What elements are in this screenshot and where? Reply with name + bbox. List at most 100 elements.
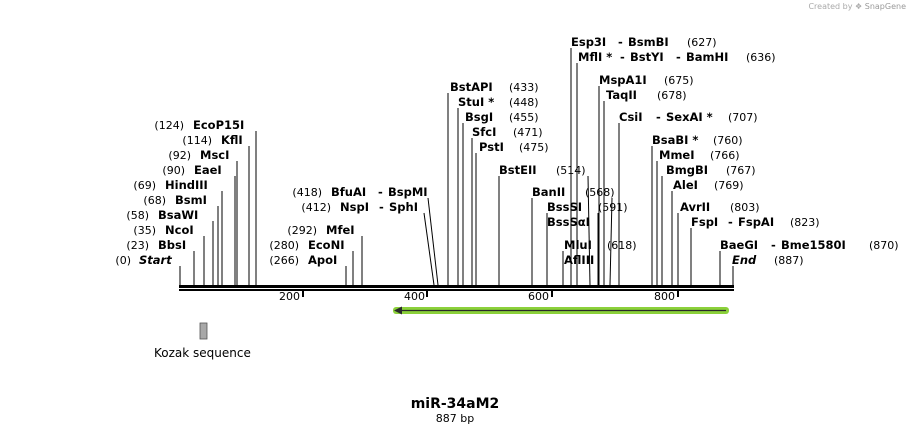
site-name-alt[interactable]: SphI [389,200,418,214]
end-label: End [732,253,757,267]
site-pos: (455) [509,111,539,124]
site-pos: (124) [154,119,184,132]
site-name-alt[interactable]: BstYI [630,50,664,64]
construct-length: 887 bp [436,412,474,425]
site-pos: (766) [710,149,740,162]
site-pos: (678) [657,89,687,102]
site-pos: (92) [168,149,191,162]
site-name[interactable]: FspI [691,215,718,229]
site-name[interactable]: MfeI [326,223,355,237]
site-pos: (58) [126,209,149,222]
site-pos: (35) [133,224,156,237]
ruler-tick-label: 200 [279,290,300,303]
site-name-alt[interactable]: SexAI * [666,110,713,124]
site-name[interactable]: AleI [673,178,698,192]
right-site-labels: Esp3I - BsmBI (627) MflI * - BstYI - Bam… [571,35,899,267]
site-pos: (292) [287,224,317,237]
site-separator: - [618,35,623,49]
backbone-top-strand [179,285,734,288]
site-name[interactable]: BaeGI [720,238,758,252]
site-pos: (114) [182,134,212,147]
upper-site-labels: BstAPI (433) StuI * (448) BsgI (455) Sfc… [450,80,637,267]
site-name[interactable]: BfuAI [331,185,366,199]
site-name-alt[interactable]: FspAI [738,215,774,229]
site-name[interactable]: NcoI [165,223,194,237]
site-pos: (433) [509,81,539,94]
site-name[interactable]: EcoP15I [193,118,244,132]
site-name[interactable]: MflI * [578,50,612,64]
site-name[interactable]: HindIII [165,178,208,192]
site-pos: (568) [585,186,615,199]
site-name[interactable]: Esp3I [571,35,606,49]
site-separator: - [728,215,733,229]
site-pos: (618) [607,239,637,252]
credit-brand: SnapGene [864,2,906,11]
site-name[interactable]: TaqII [606,88,637,102]
site-name[interactable]: BsaBI * [652,133,698,147]
site-name[interactable]: MmeI [659,148,695,162]
end-pos: (887) [774,254,804,267]
site-name-alt[interactable]: BsmBI [628,35,669,49]
site-name[interactable]: BbsI [158,238,186,252]
start-label: Start [139,253,172,267]
site-pos: (627) [687,36,717,49]
site-name[interactable]: BsmI [175,193,207,207]
site-name[interactable]: BssSαI [547,215,590,229]
site-pos: (870) [869,239,899,252]
site-name[interactable]: NspI [340,200,369,214]
site-pos: (803) [730,201,760,214]
site-pos: (707) [728,111,758,124]
arrow-left-icon [394,306,402,315]
site-name-alt[interactable]: BspMI [388,185,428,199]
site-pos: (23) [126,239,149,252]
site-pos: (514) [556,164,586,177]
mid-site-labels: (418) BfuAI - BspMI (412) NspI - SphI (2… [269,185,427,267]
site-pos: (69) [133,179,156,192]
site-pos: (471) [513,126,543,139]
site-name[interactable]: PstI [479,140,504,154]
ruler-tick-label: 400 [404,290,425,303]
site-separator: - [676,50,681,64]
site-name[interactable]: BmgBI [666,163,708,177]
construct-name: miR-34aM2 [411,396,500,412]
site-name[interactable]: SfcI [472,125,496,139]
site-name[interactable]: BsaWI [158,208,198,222]
site-name[interactable]: ApoI [308,253,337,267]
site-name[interactable]: KflI [221,133,243,147]
site-name[interactable]: AflIII [564,253,594,267]
ruler: 200 400 600 800 [279,290,679,303]
kozak-label: Kozak sequence [154,346,251,360]
site-name[interactable]: MluI [564,238,592,252]
site-name[interactable]: MspA1I [599,73,647,87]
site-separator: - [620,50,625,64]
snapgene-credit: Created by ❖ SnapGene [808,2,906,11]
site-pos: (68) [143,194,166,207]
site-name[interactable]: BsgI [465,110,493,124]
backbone-bottom-strand [179,289,734,291]
site-pos: (823) [790,216,820,229]
credit-prefix: Created by [808,2,853,11]
reverse-feature-arrow[interactable] [393,306,729,315]
site-name[interactable]: BstAPI [450,80,493,94]
kozak-feature[interactable]: Kozak sequence [154,322,251,360]
site-name[interactable]: CsiI [619,110,643,124]
site-pos: (448) [509,96,539,109]
site-name[interactable]: EcoNI [308,238,344,252]
site-name-alt2[interactable]: BamHI [686,50,728,64]
site-pos: (475) [519,141,549,154]
site-name[interactable]: BstEII [499,163,537,177]
site-separator: - [771,238,776,252]
site-name[interactable]: BanII [532,185,565,199]
site-name[interactable]: MscI [200,148,229,162]
site-lines [179,48,734,286]
site-name-alt[interactable]: Bme1580I [781,238,846,252]
site-name[interactable]: StuI * [458,95,494,109]
site-name[interactable]: BssSI [547,200,582,214]
site-name[interactable]: EaeI [194,163,222,177]
site-name[interactable]: AvrII [680,200,710,214]
site-pos: (412) [301,201,331,214]
site-separator: - [378,185,383,199]
site-pos: (90) [162,164,185,177]
site-separator: - [656,110,661,124]
kozak-box[interactable] [199,322,208,340]
